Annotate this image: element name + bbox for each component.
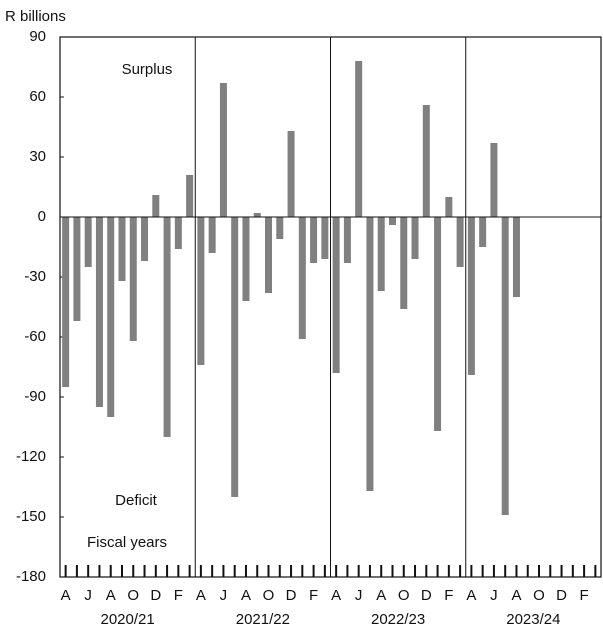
group-label: 2022/23 bbox=[371, 611, 425, 628]
bar bbox=[400, 217, 408, 309]
x-tick-label: O bbox=[263, 587, 275, 604]
bar bbox=[434, 217, 442, 431]
bar bbox=[186, 175, 194, 217]
bar bbox=[310, 217, 318, 263]
x-tick-label: J bbox=[355, 587, 363, 604]
bar bbox=[231, 217, 239, 497]
bar bbox=[388, 217, 396, 225]
bar bbox=[479, 217, 487, 247]
x-tick-label: A bbox=[376, 587, 386, 604]
x-tick-label: A bbox=[61, 587, 71, 604]
bar bbox=[84, 217, 92, 267]
bar bbox=[445, 197, 453, 217]
bar bbox=[490, 143, 498, 217]
bar bbox=[253, 213, 261, 217]
y-tick-label: 0 bbox=[38, 208, 46, 225]
bar bbox=[422, 105, 430, 217]
bar bbox=[174, 217, 182, 249]
bar bbox=[163, 217, 171, 437]
y-tick-label: 60 bbox=[29, 88, 46, 105]
bar bbox=[208, 217, 216, 253]
x-tick-label: D bbox=[421, 587, 432, 604]
x-tick-label: O bbox=[398, 587, 410, 604]
bar bbox=[343, 217, 351, 263]
bar bbox=[355, 61, 363, 217]
bar bbox=[107, 217, 115, 417]
annotation: Fiscal years bbox=[87, 534, 167, 551]
bar bbox=[298, 217, 306, 339]
y-tick-label: -120 bbox=[16, 448, 46, 465]
x-tick-label: D bbox=[150, 587, 161, 604]
y-tick-label: -90 bbox=[24, 388, 46, 405]
bar bbox=[152, 195, 160, 217]
bar bbox=[332, 217, 340, 373]
x-tick-label: F bbox=[174, 587, 183, 604]
x-tick-label: F bbox=[580, 587, 589, 604]
x-tick-label: F bbox=[444, 587, 453, 604]
x-tick-label: A bbox=[196, 587, 206, 604]
plot-frame bbox=[59, 36, 602, 578]
y-tick-label: -150 bbox=[16, 508, 46, 525]
bar bbox=[276, 217, 284, 239]
bar bbox=[321, 217, 329, 259]
bar bbox=[95, 217, 103, 407]
bar bbox=[456, 217, 464, 267]
y-tick-label: -60 bbox=[24, 328, 46, 345]
bar bbox=[501, 217, 509, 515]
group-label: 2023/24 bbox=[506, 611, 560, 628]
y-tick-label: 30 bbox=[29, 148, 46, 165]
bar bbox=[62, 217, 70, 387]
x-tick-label: J bbox=[490, 587, 498, 604]
x-tick-label: J bbox=[220, 587, 228, 604]
group-label: 2021/22 bbox=[236, 611, 290, 628]
x-tick-label: O bbox=[127, 587, 139, 604]
bar bbox=[73, 217, 81, 321]
x-tick-label: O bbox=[533, 587, 545, 604]
bar bbox=[366, 217, 374, 491]
bar bbox=[265, 217, 273, 293]
y-tick-label: -30 bbox=[24, 268, 46, 285]
bar bbox=[411, 217, 419, 259]
bar bbox=[467, 217, 475, 375]
x-tick-label: A bbox=[466, 587, 476, 604]
bar bbox=[141, 217, 149, 261]
x-tick-label: A bbox=[241, 587, 251, 604]
x-tick-label: D bbox=[556, 587, 567, 604]
annotation: Surplus bbox=[122, 61, 173, 78]
x-tick-label: D bbox=[286, 587, 297, 604]
y-tick-label: -180 bbox=[16, 568, 46, 585]
y-axis-label: R billions bbox=[5, 8, 66, 25]
bar bbox=[512, 217, 520, 297]
y-tick-label: 90 bbox=[29, 28, 46, 45]
bar bbox=[118, 217, 126, 281]
x-tick-label: A bbox=[106, 587, 116, 604]
bar bbox=[287, 131, 295, 217]
bar bbox=[129, 217, 137, 341]
x-tick-label: A bbox=[331, 587, 341, 604]
annotation: Deficit bbox=[115, 492, 158, 509]
bar bbox=[219, 83, 227, 217]
group-label: 2020/21 bbox=[101, 611, 155, 628]
x-tick-label: J bbox=[84, 587, 92, 604]
bar bbox=[242, 217, 250, 301]
bar bbox=[197, 217, 205, 365]
x-tick-label: F bbox=[309, 587, 318, 604]
bar bbox=[377, 217, 385, 291]
x-tick-label: A bbox=[511, 587, 521, 604]
